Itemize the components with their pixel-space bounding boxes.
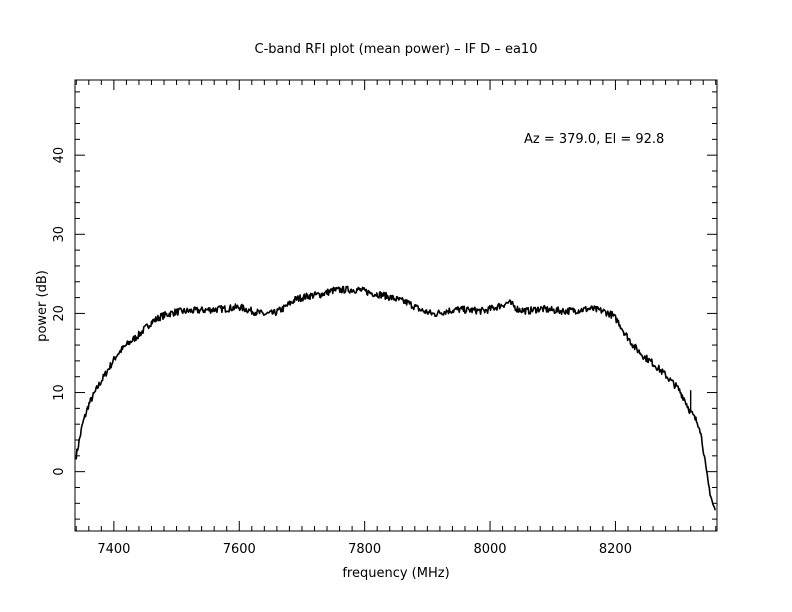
plot-frame [74,79,718,532]
x-tick-label: 8200 [599,542,632,557]
az-el-annotation: Az = 379.0, El = 92.8 [524,132,664,147]
y-tick-label: 0 [52,468,67,476]
y-tick-label: 40 [52,147,67,164]
series-line [75,285,716,511]
x-tick-label: 8000 [473,542,506,557]
chart-title: C-band RFI plot (mean power) – IF D – ea… [255,42,538,57]
axis-ticks [75,80,717,531]
x-tick-label: 7600 [223,542,256,557]
x-tick-label: 7800 [348,542,381,557]
tick-labels: 7400 7600 7800 8000 8200 0 10 20 30 40 [52,147,632,557]
y-tick-label: 10 [52,384,67,401]
y-axis-label: power (dB) [35,270,50,342]
y-tick-label: 20 [52,305,67,322]
x-axis-label: frequency (MHz) [342,566,449,581]
x-tick-label: 7400 [97,542,130,557]
y-tick-label: 30 [52,226,67,243]
